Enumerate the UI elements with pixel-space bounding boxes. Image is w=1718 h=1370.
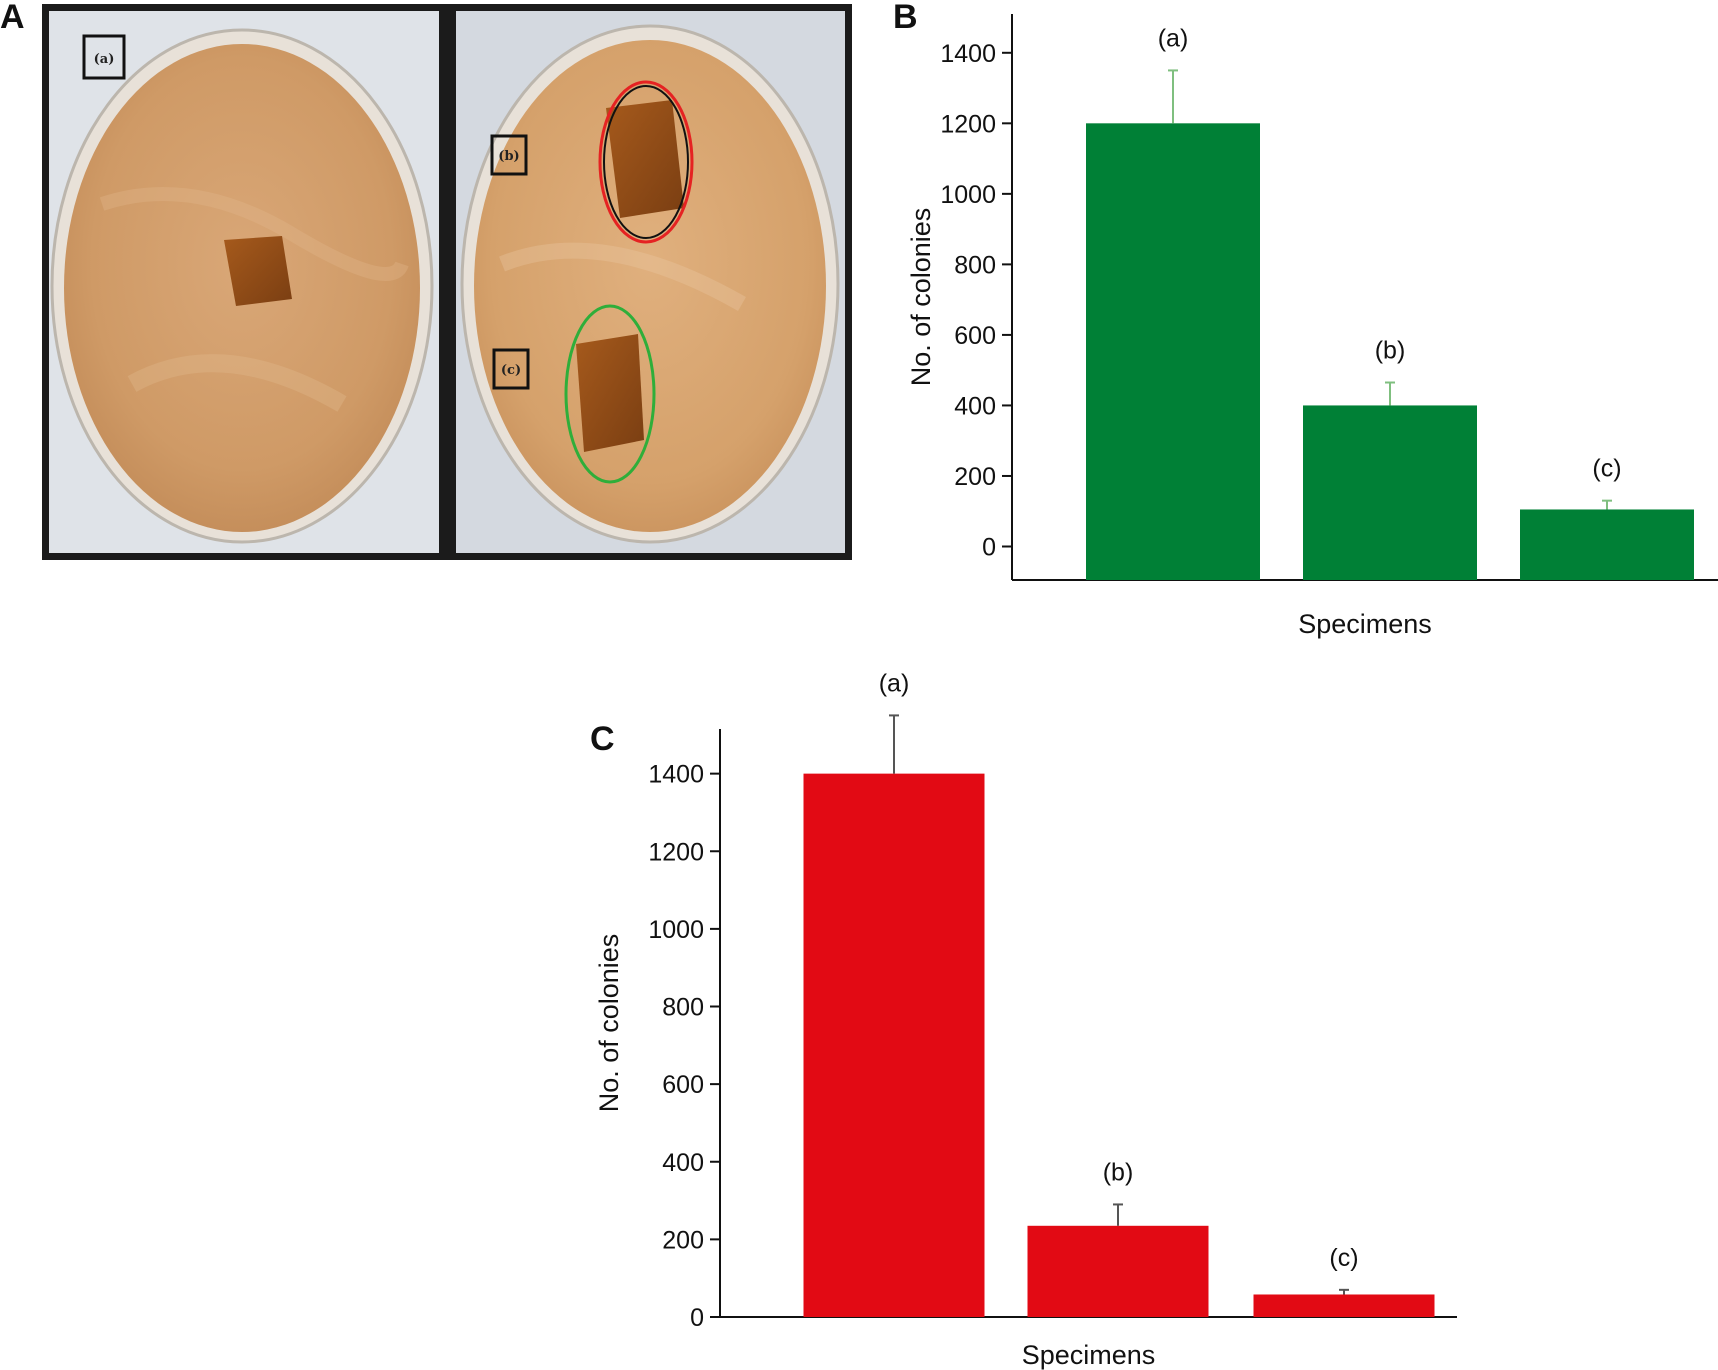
- bar-3: [1253, 1294, 1435, 1317]
- label-box-a: [82, 34, 126, 80]
- bar-2: [1303, 405, 1477, 580]
- y-tick-label: 200: [662, 1226, 704, 1254]
- panel-label-b: B: [893, 0, 918, 36]
- y-tick-label: 1400: [648, 761, 704, 789]
- y-tick-label: 800: [954, 251, 996, 279]
- label-a: (a): [94, 52, 115, 67]
- y-tick-label: 0: [690, 1304, 704, 1332]
- red-circle: [598, 80, 694, 244]
- y-tick-label: 1200: [648, 838, 704, 866]
- bar-chart-b: 0 200 400 600 800 1000 1200 1400 (a) (b) (c) Specim…: [906, 14, 1718, 639]
- y-tick-label: 400: [662, 1149, 704, 1177]
- green-circle: [564, 304, 656, 484]
- y-tick-label: 1400: [940, 40, 996, 68]
- label-box-b: [490, 134, 528, 176]
- bar-chart-c: 0 200 400 600 800 1000 1200 1400 (a) (b) (c) Specim…: [594, 669, 1457, 1370]
- y-tick-label: 200: [954, 463, 996, 491]
- x-axis-title: Specimens: [1022, 1340, 1156, 1370]
- bar-label: (a): [879, 669, 910, 697]
- y-tick-label: 600: [954, 322, 996, 350]
- y-axis-title: No. of colonies: [906, 208, 936, 387]
- bar-label: (a): [1158, 24, 1189, 52]
- panel-label-c: C: [590, 720, 615, 758]
- bar-2: [1027, 1225, 1209, 1317]
- petri-dish-left: (a): [50, 28, 434, 544]
- y-tick-label: 1200: [940, 110, 996, 138]
- label-box-c: [492, 348, 530, 390]
- bar-1: [803, 773, 985, 1317]
- label-b: (b): [498, 149, 519, 164]
- bar-1: [1086, 123, 1260, 581]
- y-tick-label: 600: [662, 1071, 704, 1099]
- y-axis-title: No. of colonies: [594, 934, 624, 1113]
- specimen-c: [576, 334, 644, 452]
- bar-label: (b): [1375, 337, 1406, 365]
- x-axis-title: Specimens: [1298, 609, 1432, 639]
- petri-dish-right: (b) (c): [460, 24, 840, 544]
- panel-label-a: A: [0, 0, 25, 36]
- label-c: (c): [501, 363, 521, 378]
- y-tick-label: 400: [954, 392, 996, 420]
- y-tick-label: 1000: [940, 181, 996, 209]
- bar-3: [1520, 509, 1694, 580]
- bar-label: (c): [1592, 455, 1621, 483]
- specimen-a: [224, 236, 292, 306]
- bar-label: (c): [1329, 1244, 1358, 1272]
- bar-label: (b): [1103, 1158, 1134, 1186]
- y-tick-label: 1000: [648, 916, 704, 944]
- specimen-b: [606, 100, 684, 218]
- y-tick-label: 0: [982, 533, 996, 561]
- y-tick-label: 800: [662, 994, 704, 1022]
- petri-dish-photo: (a) (b) (c): [42, 4, 852, 560]
